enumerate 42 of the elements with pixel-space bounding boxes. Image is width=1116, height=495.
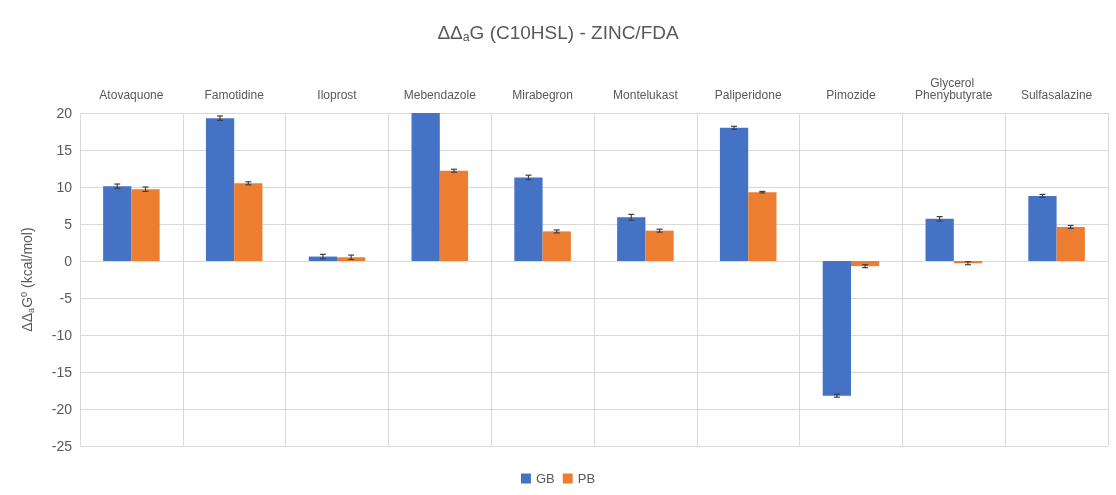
x-tick-label: Iloprost — [317, 88, 358, 102]
y-tick-label: -15 — [51, 364, 73, 380]
x-tick-label: Glycerol Phenybutyrate — [915, 76, 993, 102]
bar — [234, 183, 263, 261]
bar — [542, 231, 571, 261]
y-tick-label: 0 — [64, 253, 73, 269]
y-tick-label: -20 — [51, 401, 73, 417]
y-tick-label: 10 — [56, 179, 73, 195]
legend-label: GB — [535, 471, 555, 486]
x-tick-label: Paliperidone — [714, 88, 782, 102]
bar — [411, 113, 440, 261]
bar — [822, 261, 851, 396]
bar — [925, 218, 954, 261]
x-tick-label: Atovaquone — [99, 88, 164, 102]
legend-label: PB — [577, 471, 596, 486]
bar — [439, 170, 469, 261]
x-tick-label: Pimozide — [826, 88, 876, 102]
y-tick-label: 5 — [64, 216, 73, 232]
y-tick-label: 20 — [56, 105, 73, 121]
bar — [617, 217, 646, 261]
bar — [514, 177, 543, 261]
bar — [1028, 195, 1057, 261]
bar — [337, 257, 366, 261]
bar — [645, 230, 674, 261]
x-tick-label: Montelukast — [613, 88, 679, 102]
y-axis-title: ΔΔaG0 (kcal/mol) — [18, 227, 36, 332]
y-tick-label: -5 — [59, 290, 73, 306]
x-tick-label: Mebendazole — [403, 88, 477, 102]
bar — [205, 118, 235, 261]
y-tick-label: 15 — [56, 142, 73, 158]
y-tick-label: -10 — [51, 327, 73, 343]
y-tick-label: -25 — [51, 438, 73, 454]
bar — [131, 189, 160, 261]
x-tick-label: Mirabegron — [512, 88, 573, 102]
chart-title: ΔΔaG (C10HSL) - ZINC/FDA — [437, 22, 679, 44]
bar — [103, 186, 132, 261]
bar — [851, 261, 880, 267]
bar — [748, 192, 777, 261]
x-tick-label: Sulfasalazine — [1020, 88, 1093, 102]
x-tick-label: Famotidine — [204, 88, 265, 102]
bar — [719, 127, 749, 261]
bar — [1056, 226, 1085, 261]
